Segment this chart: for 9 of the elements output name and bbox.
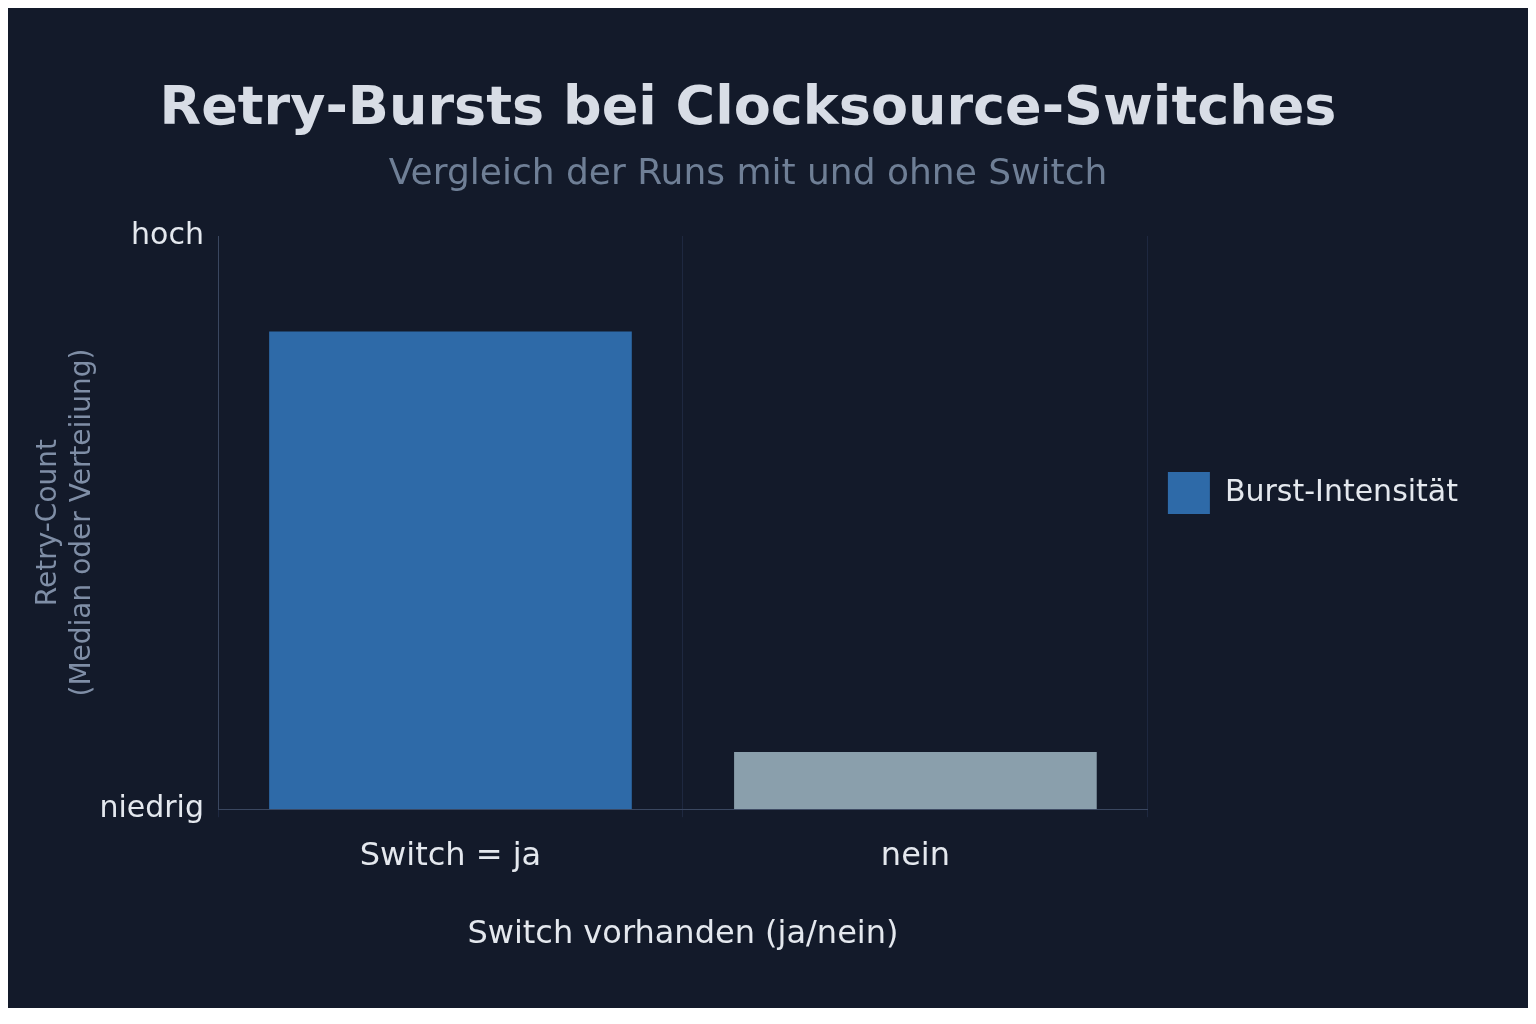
x-tick-label: Switch = ja xyxy=(359,834,542,873)
x-tick-label: nein xyxy=(880,834,950,873)
x-axis-title: Switch vorhanden (ja/nein) xyxy=(467,913,899,952)
text: hoch xyxy=(131,215,204,251)
legend-label: Burst-Intensität xyxy=(1224,472,1459,508)
text: niedrig xyxy=(99,789,204,824)
y-axis-title: Retry-Count (Median oder Verteiiung) xyxy=(30,348,97,697)
chart-title: Retry-Bursts bei Clocksource-Switches xyxy=(159,74,1337,138)
chart-subtitle: Vergleich der Runs mit und ohne Switch xyxy=(388,150,1108,192)
